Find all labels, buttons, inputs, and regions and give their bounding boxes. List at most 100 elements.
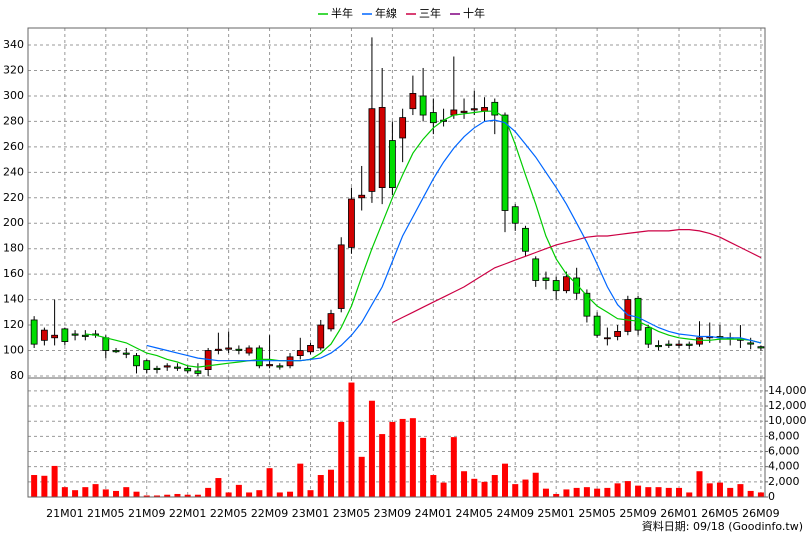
volume-bar xyxy=(327,469,334,497)
volume-bar xyxy=(614,483,621,497)
x-tick-label: 24M05 xyxy=(456,507,494,520)
candle-body xyxy=(153,367,161,370)
candle-body xyxy=(71,333,79,336)
volume-bar xyxy=(51,465,58,497)
candle-body xyxy=(757,346,765,349)
volume-bar xyxy=(471,478,478,497)
x-tick-label: 26M09 xyxy=(742,507,780,520)
volume-bar xyxy=(194,494,201,497)
candle-body xyxy=(747,342,755,345)
candle-body xyxy=(378,107,386,188)
volume-bar xyxy=(716,482,723,497)
candle-body xyxy=(358,194,366,199)
volume-tick-label: 2,000 xyxy=(768,475,800,488)
volume-bar xyxy=(481,481,488,497)
x-tick-label: 22M05 xyxy=(210,507,248,520)
candle-body xyxy=(255,347,263,367)
volume-bar xyxy=(757,492,764,497)
candle-body xyxy=(102,337,110,351)
y-tick-label: 120 xyxy=(3,318,24,331)
candle-body xyxy=(327,313,335,330)
y-tick-label: 260 xyxy=(3,140,24,153)
candle-body xyxy=(696,337,703,345)
x-tick-label: 24M01 xyxy=(415,507,453,520)
volume-bar xyxy=(379,434,386,497)
volume-bar xyxy=(215,478,222,497)
volume-bar xyxy=(573,487,580,497)
volume-bar xyxy=(430,475,437,497)
volume-bar xyxy=(686,492,693,497)
volume-bar xyxy=(92,484,99,497)
volume-bar xyxy=(594,488,601,497)
volume-bar xyxy=(256,490,263,497)
volume-bar xyxy=(338,421,345,497)
volume-bar xyxy=(665,487,672,497)
candle-body xyxy=(112,350,120,353)
candle-body xyxy=(174,366,181,369)
volume-bar xyxy=(409,418,416,497)
volume-bar xyxy=(41,475,48,497)
y-tick-label: 240 xyxy=(3,165,24,178)
volume-bar xyxy=(266,468,273,497)
candle-body xyxy=(317,324,325,349)
x-tick-label: 26M01 xyxy=(660,507,698,520)
volume-bar xyxy=(164,494,171,497)
candle-body xyxy=(511,206,519,224)
volume-bar xyxy=(225,492,232,497)
volume-bar xyxy=(174,493,181,497)
x-tick-label: 25M09 xyxy=(619,507,657,520)
volume-bar xyxy=(491,475,498,497)
candle-body xyxy=(655,345,662,348)
volume-bar xyxy=(706,483,713,497)
volume-tick-label: 12,000 xyxy=(768,399,807,412)
volume-bar xyxy=(583,487,590,497)
candle-body xyxy=(532,258,540,281)
volume-bar xyxy=(532,472,539,497)
candle-body xyxy=(675,343,683,346)
y-tick-label: 340 xyxy=(3,38,24,51)
candle-body xyxy=(286,356,294,367)
candle-body xyxy=(81,334,89,337)
x-tick-label: 21M01 xyxy=(46,507,84,520)
volume-bar xyxy=(696,471,703,497)
candle-body xyxy=(61,328,69,343)
candle-body xyxy=(225,347,233,350)
candle-body xyxy=(214,348,222,351)
candle-body xyxy=(552,280,560,292)
volume-bar xyxy=(276,492,283,497)
y-tick-label: 180 xyxy=(3,242,24,255)
legend-label: 十年 xyxy=(463,6,485,20)
x-tick-label: 24M09 xyxy=(496,507,534,520)
x-tick-label: 23M05 xyxy=(333,507,371,520)
candle-body xyxy=(276,365,284,368)
footer: 資料日期: 09/18 (Goodinfo.tw) xyxy=(642,519,803,533)
candle-body xyxy=(30,319,38,345)
volume-tick-label: 0 xyxy=(768,490,775,503)
volume-bar xyxy=(747,490,754,497)
volume-bar xyxy=(358,456,365,497)
candle-body xyxy=(501,114,509,211)
y-tick-label: 100 xyxy=(3,344,24,357)
volume-bar xyxy=(737,484,744,497)
y-tick-label: 140 xyxy=(3,293,24,306)
candle-body xyxy=(563,276,570,292)
candle-body xyxy=(665,343,673,346)
candle-body xyxy=(296,350,304,357)
x-tick-label: 21M05 xyxy=(87,507,125,520)
candle-body xyxy=(409,93,417,110)
candle-body xyxy=(603,337,611,340)
legend-label: 半年 xyxy=(331,6,353,20)
x-tick-label: 26M05 xyxy=(701,507,739,520)
volume-bar xyxy=(635,485,642,497)
volume-bar xyxy=(348,382,355,497)
volume-bar xyxy=(563,489,570,497)
volume-tick-label: 4,000 xyxy=(768,460,800,473)
volume-bar xyxy=(727,487,734,497)
candle-body xyxy=(51,334,59,339)
candle-body xyxy=(133,355,140,367)
y-tick-label: 220 xyxy=(3,191,24,204)
candle-body xyxy=(245,347,253,354)
volume-panel xyxy=(27,377,766,498)
candle-body xyxy=(399,117,407,139)
candle-body xyxy=(542,277,550,281)
